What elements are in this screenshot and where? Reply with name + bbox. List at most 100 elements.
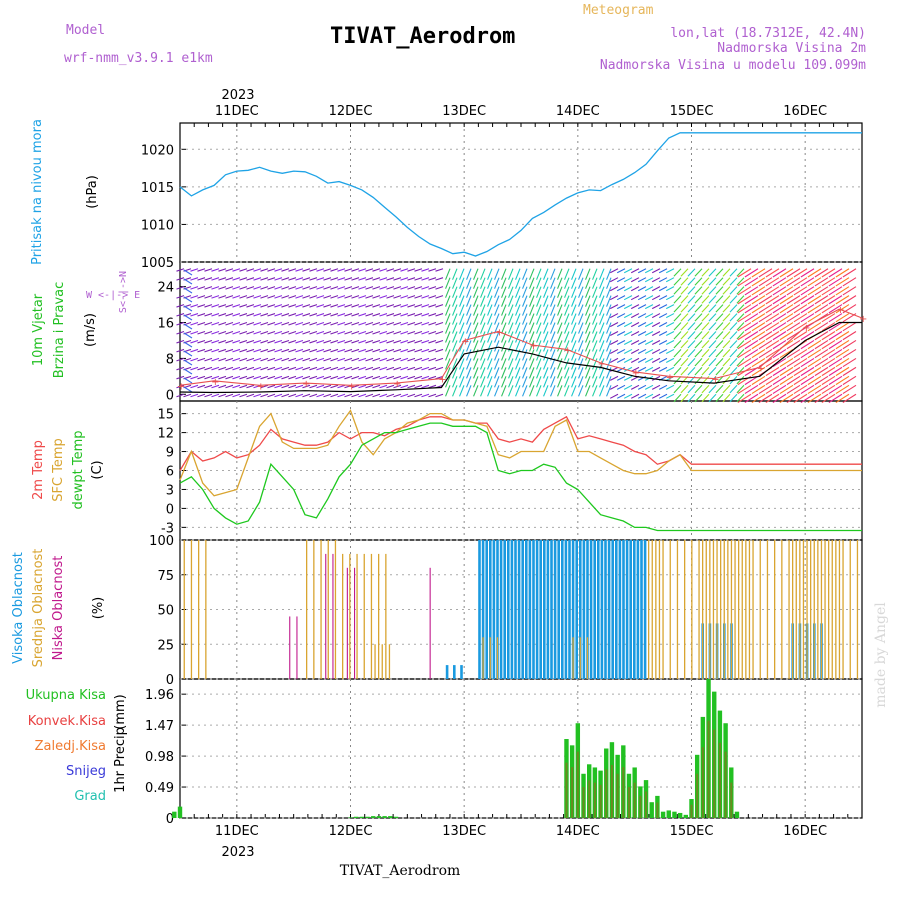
cloud-bar-high	[582, 540, 586, 679]
wind-barb	[337, 322, 346, 326]
wind-barb	[522, 385, 528, 397]
wind-barb	[480, 322, 486, 334]
wind-barb	[190, 277, 199, 281]
wind-barb	[274, 384, 283, 389]
wind-barb	[680, 366, 689, 376]
wind-barb	[260, 313, 269, 317]
day-label-bottom: 13DEC	[442, 824, 486, 839]
cloud-bar-high	[510, 540, 514, 679]
wind-barb	[260, 330, 269, 335]
wind-barb	[246, 322, 255, 326]
wind-barb	[232, 330, 241, 335]
wind-barb	[204, 330, 213, 335]
wind-barb	[800, 375, 815, 386]
wind-barb	[550, 331, 556, 343]
cloud-bar-high	[481, 540, 485, 679]
wind-barb	[522, 331, 528, 343]
precip-tick-label: 0.98	[145, 750, 174, 765]
wind-barb	[260, 339, 269, 344]
wind-barb	[211, 277, 220, 281]
wind-barb	[246, 384, 255, 389]
wind-barb	[337, 366, 346, 371]
wind-barb	[480, 268, 486, 280]
wind-barb	[295, 384, 304, 389]
cloud-bar-high	[589, 540, 593, 679]
wind-barb	[295, 348, 304, 353]
wind-barb	[372, 304, 381, 308]
wind-gust-marker: +	[348, 381, 356, 392]
wind-barb	[680, 358, 689, 367]
wind-barb	[239, 277, 248, 281]
cloud-bar-mid	[388, 644, 391, 679]
wind-barb	[835, 348, 850, 359]
wind-barb	[793, 286, 808, 296]
pressure-axis-title: Pritisak na nivou mora	[30, 119, 45, 265]
wind-barb	[715, 295, 724, 304]
precip-label-freezing: Zaledj.Kisa	[35, 739, 106, 754]
cloud-bar-mid	[651, 540, 653, 679]
wind-barb	[786, 286, 801, 296]
day-label-bottom: 12DEC	[329, 824, 373, 839]
wind-barb	[386, 286, 395, 290]
wind-barb	[765, 348, 780, 359]
precip-tick-label: 0.49	[145, 781, 174, 796]
wind-barb	[715, 304, 724, 313]
wind-barb	[480, 376, 486, 388]
wind-barb	[687, 358, 696, 367]
wind-barb	[623, 286, 633, 292]
wind-barb	[225, 304, 234, 308]
wind-barb	[736, 358, 745, 367]
wind-barb	[772, 313, 787, 323]
wind-barb	[407, 384, 416, 389]
wind-barb	[571, 313, 577, 325]
cloud-bar-high	[528, 540, 532, 679]
temp2m-axis-title: 2m Temp	[31, 440, 46, 500]
wind-barb	[807, 375, 822, 386]
wind-barb	[225, 313, 234, 317]
wind-barb	[365, 277, 374, 281]
wind-barb	[651, 295, 661, 301]
wind-barb	[765, 286, 780, 296]
wind-barb	[225, 286, 234, 290]
wind-barb	[452, 277, 458, 289]
cloud-bar-mid	[702, 540, 704, 679]
wind-barb	[708, 358, 717, 367]
wind-barb	[623, 331, 633, 337]
wind-barb	[522, 268, 528, 280]
wind-barb	[288, 375, 297, 380]
wind-barb	[571, 349, 577, 361]
wind-barb	[330, 375, 339, 380]
wind-barb	[564, 349, 570, 361]
wind-barb	[543, 367, 549, 379]
wind-barb	[644, 331, 654, 337]
wind-barb	[715, 313, 724, 322]
wind-barb	[204, 313, 213, 317]
wind-barb	[197, 339, 206, 344]
wind-barb	[421, 277, 430, 281]
cloud-tick-label: 75	[157, 569, 174, 584]
cloud-bar-mid	[342, 553, 344, 679]
wind-barb	[616, 304, 626, 310]
wind-barb	[351, 339, 360, 344]
wind-barb	[800, 313, 815, 323]
wind-barb	[323, 393, 332, 398]
wind-barb	[281, 339, 290, 344]
wind-barb	[786, 357, 801, 368]
wind-barb	[295, 375, 304, 380]
wind-barb	[414, 393, 423, 398]
wind-barb	[793, 268, 808, 278]
wind-barb	[274, 375, 283, 380]
cloud-bar-mid	[781, 540, 783, 679]
wind-barb	[232, 339, 241, 344]
precip-bar-total	[393, 816, 399, 818]
day-label-top: 11DEC	[215, 104, 259, 119]
wind-barb	[190, 330, 199, 335]
wind-barb	[190, 357, 199, 362]
wind-barb	[529, 367, 535, 379]
wind-barb	[232, 348, 241, 353]
wind-gust-marker: +	[302, 379, 310, 390]
wind-barb	[800, 331, 815, 341]
wind-barb	[592, 277, 598, 289]
wind-barb	[786, 304, 801, 314]
wind-barb	[722, 268, 731, 277]
